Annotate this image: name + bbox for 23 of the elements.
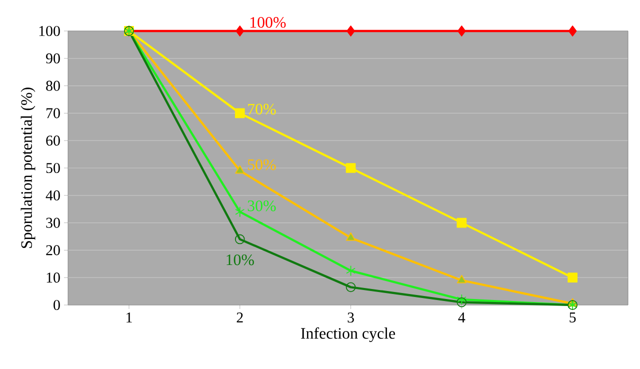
y-tick-label: 40 xyxy=(46,190,60,200)
x-tick-label: 1 xyxy=(126,312,132,322)
y-tick-label: 80 xyxy=(46,80,60,91)
y-tick-label: 90 xyxy=(46,53,60,64)
x-axis-title: Infection cycle xyxy=(301,327,396,342)
series-label: 100% xyxy=(250,16,286,28)
y-tick-label: 100 xyxy=(39,26,60,36)
series-label: 30% xyxy=(248,200,276,212)
series-label: 50% xyxy=(248,159,276,170)
series-label: 10% xyxy=(226,254,254,266)
x-tick-label: 4 xyxy=(458,312,466,322)
y-tick-label: 0 xyxy=(54,300,60,310)
y-tick-label: 70 xyxy=(46,108,60,118)
y-tick-label: 50 xyxy=(46,162,60,174)
x-tick-label: 3 xyxy=(348,312,354,323)
x-tick-label: 2 xyxy=(236,312,243,322)
y-axis-title: Sporulation potential (%) xyxy=(20,88,36,248)
x-tick-label: 5 xyxy=(570,312,576,322)
y-tick-label: 60 xyxy=(46,136,60,146)
y-tick-label: 10 xyxy=(46,272,60,283)
series-label: 70% xyxy=(248,104,276,115)
y-tick-label: 20 xyxy=(46,245,60,256)
y-tick-label: 30 xyxy=(46,218,60,228)
